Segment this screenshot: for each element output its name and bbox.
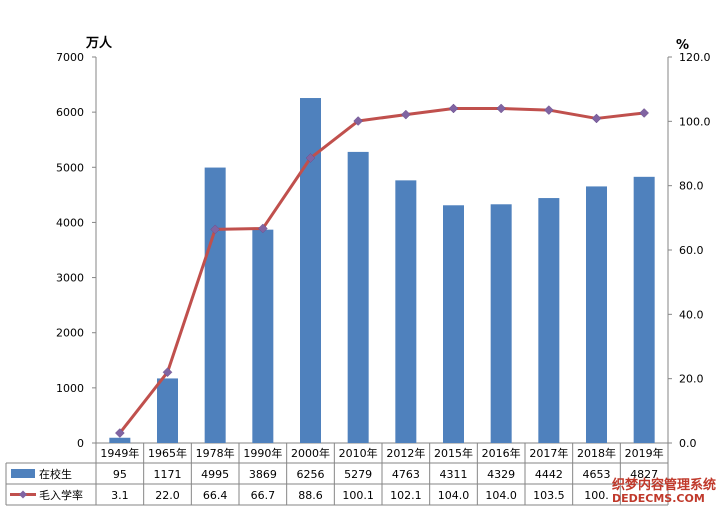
table-cell: 4442 — [535, 468, 563, 481]
bar — [252, 229, 274, 443]
left-tick-label: 6000 — [56, 106, 84, 119]
table-cell: 5279 — [344, 468, 372, 481]
line-point — [162, 367, 173, 378]
left-tick-label: 1000 — [56, 382, 84, 395]
table-cell: 104.0 — [438, 489, 470, 502]
bar — [204, 167, 226, 443]
left-tick-label: 4000 — [56, 216, 84, 229]
table-cell: 4653 — [583, 468, 611, 481]
category-label: 2016年 — [482, 446, 521, 460]
category-label: 2019年 — [625, 446, 664, 460]
line-point — [639, 108, 650, 118]
line-point — [448, 103, 459, 114]
right-tick-label: 120.0 — [679, 51, 711, 64]
line-point — [543, 105, 554, 115]
bar — [395, 180, 417, 444]
bar — [633, 176, 655, 443]
table-cell: 1171 — [154, 468, 182, 481]
right-tick-label: 20.0 — [679, 373, 704, 386]
line-path — [118, 106, 645, 434]
bar — [157, 378, 178, 443]
bar — [586, 186, 607, 443]
left-tick-label: 5000 — [56, 161, 84, 174]
bar — [538, 198, 560, 443]
table-cell: 103.5 — [533, 489, 565, 502]
right-tick-label: 80.0 — [679, 180, 704, 193]
bar — [443, 205, 464, 443]
line-point — [210, 224, 221, 235]
category-label: 2000年 — [291, 446, 330, 460]
legend-label: 毛入学率 — [39, 488, 83, 502]
right-tick-label: 40.0 — [679, 308, 704, 321]
line-point — [257, 223, 268, 234]
category-label: 2010年 — [339, 446, 378, 460]
bar-series — [109, 98, 655, 444]
table-cell: 104.0 — [485, 489, 517, 502]
left-axis-ticks: 0 1000 2000 3000 4000 5000 6000 7000 — [56, 51, 96, 450]
bar — [347, 151, 369, 443]
bar — [300, 98, 321, 444]
line-point — [305, 153, 316, 163]
category-label: 1978年 — [196, 446, 235, 460]
line-point — [353, 116, 364, 126]
table-cell: 22.0 — [155, 489, 180, 502]
right-axis-unit: % — [676, 38, 689, 53]
left-axis-unit: 万人 — [85, 35, 113, 51]
table-cell: 102.1 — [390, 489, 422, 502]
right-tick-label: 60.0 — [679, 244, 704, 257]
line-series — [114, 103, 650, 438]
category-label: 2012年 — [386, 446, 425, 460]
table-cell: 3.1 — [111, 489, 129, 502]
category-label: 2018年 — [577, 446, 616, 460]
line-point — [496, 103, 507, 114]
table-cell: 95 — [113, 468, 127, 481]
table-cell: 100. — [584, 489, 609, 502]
line-point — [114, 428, 125, 438]
category-label: 1949年 — [100, 446, 139, 460]
left-tick-label: 3000 — [56, 272, 84, 285]
watermark-line2: DEDECMS.COM — [612, 492, 705, 505]
bar — [109, 437, 131, 443]
table-cell: 6256 — [297, 468, 325, 481]
legend-key-bar — [11, 469, 35, 478]
table-cell: 66.7 — [251, 489, 276, 502]
data-table: 1949年 1965年 1978年 1990年 2000年 2010年 2012年 2015年… — [5, 443, 669, 506]
category-label: 2017年 — [529, 446, 568, 460]
table-cell: 88.6 — [298, 489, 323, 502]
left-tick-label: 7000 — [56, 51, 84, 64]
bar — [490, 204, 512, 443]
table-cell: 4329 — [487, 468, 515, 481]
legend-label: 在校生 — [39, 467, 72, 481]
legend-key-marker — [19, 490, 27, 499]
category-label: 1990年 — [243, 446, 282, 460]
table-cell: 4827 — [630, 468, 658, 481]
left-tick-label: 2000 — [56, 327, 84, 340]
table-cell: 3869 — [249, 468, 277, 481]
right-tick-label: 100.0 — [679, 115, 711, 128]
table-cell: 66.4 — [203, 489, 228, 502]
watermark-line1: 织梦内容管理系统 — [612, 477, 716, 493]
right-tick-label: 0.0 — [679, 437, 697, 450]
table-cell: 4995 — [201, 468, 229, 481]
table-cell: 4763 — [392, 468, 420, 481]
left-tick-label: 0 — [77, 437, 84, 450]
table-cell: 100.1 — [342, 489, 374, 502]
category-label: 1965年 — [148, 446, 187, 460]
right-axis-ticks: 0.0 20.0 40.0 60.0 80.0 100.0 120.0 — [668, 51, 711, 450]
line-point — [400, 109, 411, 120]
table-cell: 4311 — [440, 468, 468, 481]
category-label: 2015年 — [434, 446, 473, 460]
line-point — [591, 113, 602, 124]
